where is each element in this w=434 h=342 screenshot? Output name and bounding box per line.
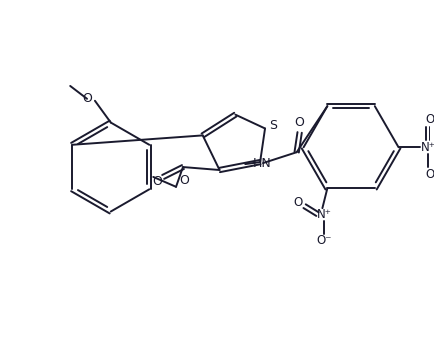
Text: O: O: [152, 175, 162, 188]
Text: O: O: [424, 169, 434, 182]
Text: S: S: [268, 119, 276, 132]
Text: O: O: [179, 174, 188, 187]
Text: O⁻: O⁻: [316, 234, 332, 247]
Text: O: O: [293, 196, 302, 209]
Text: O: O: [424, 113, 434, 126]
Text: N⁺: N⁺: [316, 208, 331, 221]
Text: O: O: [82, 92, 92, 105]
Text: O: O: [294, 116, 304, 129]
Text: N⁺: N⁺: [420, 141, 434, 154]
Text: HN: HN: [253, 157, 271, 170]
